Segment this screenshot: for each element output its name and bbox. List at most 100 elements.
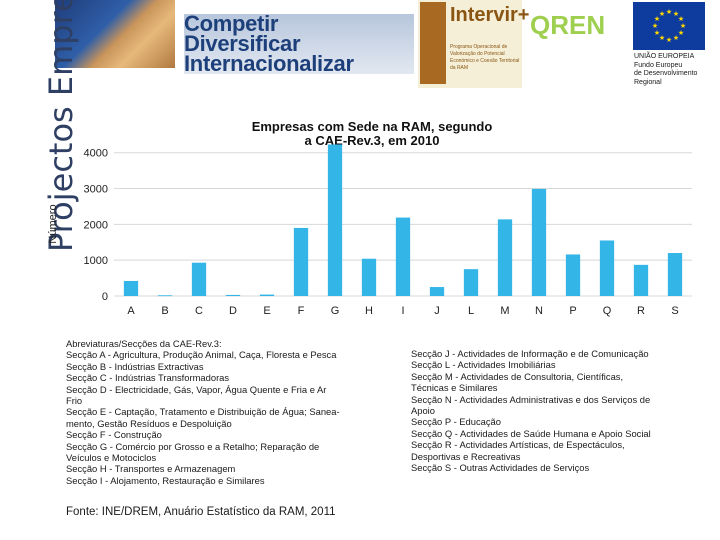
abbreviation-line: Secção A - Agricultura, Produção Animal,… [66,349,337,361]
source-note: Fonte: INE/DREM, Anuário Estatístico da … [66,506,336,518]
abbreviation-line: Secção B - Indústrias Extractivas [66,360,204,372]
slogan-block: Competir Diversificar Internacionalizar [184,11,414,76]
abbreviation-line: Veículos e Motociclos [66,452,157,464]
x-tick-label: M [500,305,509,317]
bar-chart: 0 1000 2000 3000 4000 Número A B C D E F G H I J L M N P Q R S [47,144,692,317]
bar [565,254,581,296]
abbreviation-line: Secção S - Outras Actividades de Serviço… [411,462,590,474]
intervir-title: Intervir+ [450,4,530,26]
bar [191,262,207,296]
x-tick-label: D [229,305,237,317]
bar [361,258,377,296]
bar [327,144,343,296]
bar [157,295,173,297]
x-tick-label: Q [603,305,612,317]
chart-title: Empresas com Sede na RAM, segundo a CAE-… [222,120,522,148]
abbreviation-line: Desportivas e Recreativas [411,450,521,462]
abbreviation-line: mento, Gestão Resíduos e Despoluição [66,417,232,429]
y-tick-label: 1000 [84,255,108,267]
x-tick-label: L [468,305,474,317]
abbreviations-heading: Abreviaturas/Secções da CAE-Rev.3: [66,338,222,349]
chart-title-line: a CAE-Rev.3, em 2010 [304,133,440,148]
intervir-subtitle: Programa Operacional de Valorização do P… [450,44,520,71]
svg-text:★: ★ [659,10,665,18]
y-tick-label: 3000 [84,184,108,196]
x-tick-label: C [195,305,203,317]
svg-text:★: ★ [654,29,660,37]
abbreviation-line: Técnicas e Similares [411,382,498,394]
abbreviation-line: Secção D - Electricidade, Gás, Vapor, Ág… [66,383,327,395]
eu-caption-line: Regional [634,78,662,86]
bar [531,188,547,296]
x-tick-label: A [127,305,135,317]
slogan-line: Diversificar [184,31,301,56]
abbreviation-line: Frio [66,395,83,407]
x-tick-label: H [365,305,373,317]
svg-text:★: ★ [680,22,686,30]
bar [429,287,445,296]
abbreviation-line: Secção G - Comércio por Grosso e a Retal… [66,440,320,452]
abbreviations-left: Abreviaturas/Secções da CAE-Rev.3: Secçã… [66,338,402,486]
svg-text:★: ★ [659,34,665,42]
abbreviation-line: Apoio [411,405,435,417]
x-tick-label: N [535,305,543,317]
svg-text:★: ★ [678,15,684,23]
y-tick-label: 4000 [84,148,108,160]
svg-text:★: ★ [673,34,679,42]
chart-title-line: Empresas com Sede na RAM, segundo [251,119,493,134]
abbreviations-right: Secção J - Actividades de Informação e d… [411,348,711,473]
bar [225,294,241,296]
abbreviation-line: Secção L - Actividades Imobiliárias [411,359,556,371]
x-tick-label: I [401,305,404,317]
abbreviation-line: Secção N - Actividades Administrativas e… [411,393,651,405]
slogan-line: Competir [184,11,279,36]
x-tick-label: E [263,305,270,317]
svg-text:★: ★ [654,15,660,23]
eu-caption-line: de Desenvolvimento [634,70,698,77]
abbreviation-line: Secção F - Construção [66,429,162,441]
bar [633,264,649,296]
abbreviation-line: Secção H - Transportes e Armazenagem [66,463,236,475]
x-tick-label: R [637,305,645,317]
abbreviation-line: Secção C - Indústrias Transformadoras [66,372,230,384]
x-tick-label: S [671,305,678,317]
bar [123,280,139,296]
handshake-image [55,0,175,68]
intervir-logo: Intervir+ Programa Operacional de Valori… [418,0,529,88]
bar [395,217,411,296]
y-axis-label: Número [47,204,59,243]
abbreviation-line: Secção M - Actividades de Consultoria, C… [411,370,624,382]
y-tick-label: 0 [102,291,108,303]
svg-text:★: ★ [666,8,672,16]
x-tick-label: P [569,305,576,317]
svg-text:★: ★ [666,36,672,44]
eu-caption: UNIÃO EUROPEIA Fundo Europeu de Desenvol… [634,53,720,87]
bar [463,269,479,296]
svg-text:★: ★ [678,29,684,37]
abbreviation-line: Secção J - Actividades de Informação e d… [411,348,649,359]
qren-logo: QREN [530,12,620,76]
bar [599,240,615,296]
svg-text:★: ★ [673,10,679,18]
x-tick-label: F [298,305,305,317]
eu-flag-icon: ★ ★ ★ ★ ★ ★ ★ ★ ★ ★ ★ ★ [633,2,705,50]
bar [259,294,275,296]
x-tick-label: J [434,305,440,317]
bar [293,227,309,296]
slogan-line: Internacionalizar [184,51,354,76]
x-tick-label: G [331,305,340,317]
bar [667,253,683,296]
svg-text:★: ★ [652,22,658,30]
x-tick-label: B [161,305,168,317]
abbreviation-line: Secção E - Captação, Tratamento e Distri… [66,406,340,418]
abbreviation-line: Secção Q - Actividades de Saúde Humana e… [411,427,651,439]
y-tick-label: 2000 [84,219,108,231]
bar [497,219,513,296]
eu-caption-line: UNIÃO EUROPEIA [634,53,695,60]
qren-letters: QREN [530,10,606,40]
abbreviation-line: Secção P - Educação [411,416,501,428]
abbreviation-line: Secção R - Actividades Artísticas, de Es… [411,439,625,451]
figure-icon [420,2,446,84]
header-banner: Competir Diversificar Internacionalizar … [0,0,720,94]
eu-caption-line: Fundo Europeu [634,61,683,69]
